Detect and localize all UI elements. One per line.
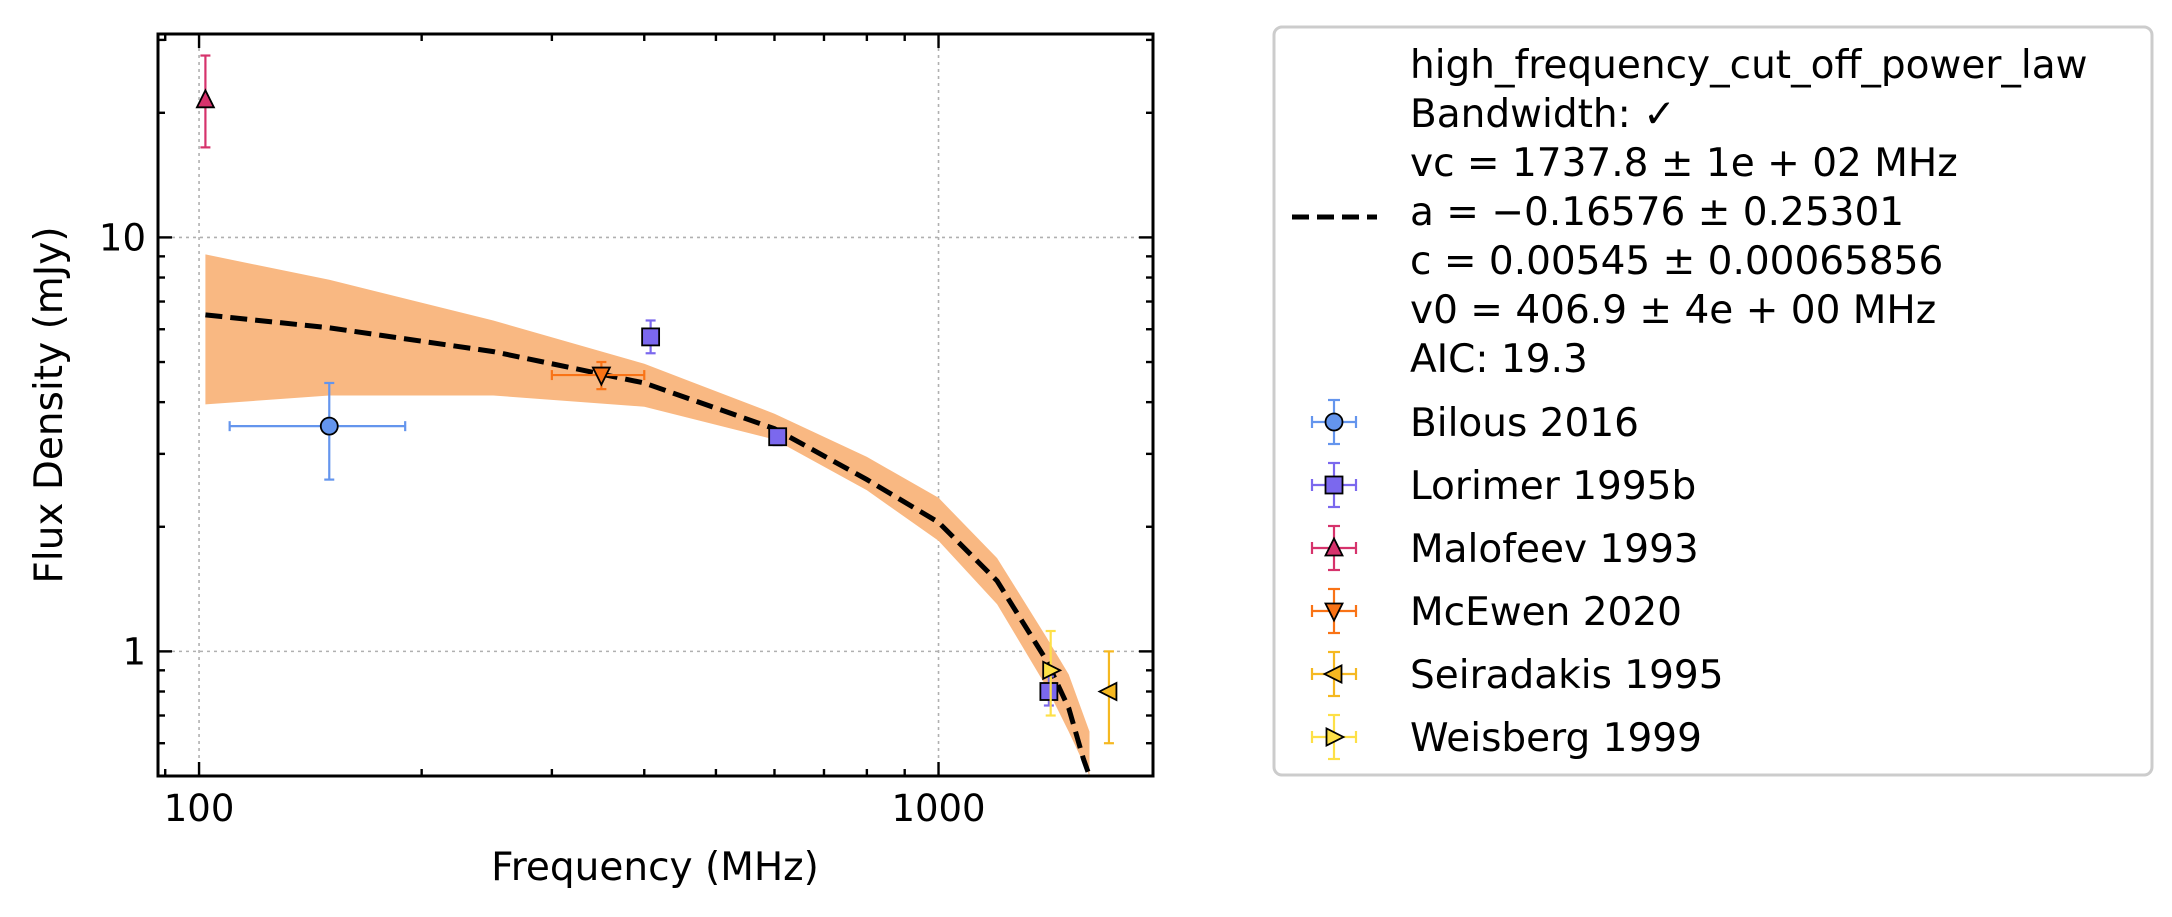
y-tick-label-1: 1 <box>122 630 146 673</box>
legend-lorimer-1995b-marker <box>1324 475 1344 495</box>
legend-markers <box>1310 398 1358 761</box>
legend-frame <box>1272 25 2154 777</box>
malofeev-1993-point-0 <box>195 88 216 109</box>
legend-label-malofeev-1993: Malofeev 1993 <box>1410 527 1699 572</box>
legend-label-mcewen-2020: McEwen 2020 <box>1410 590 1682 635</box>
grid-lines <box>158 34 1153 776</box>
lorimer-1995b-point-1 <box>768 427 788 447</box>
seiradakis-1995-point-0 <box>1097 681 1118 702</box>
legend-label-lorimer-1995b: Lorimer 1995b <box>1410 464 1696 509</box>
fit-line <box>205 312 1092 777</box>
plot-frame <box>156 32 1155 778</box>
bilous-2016-point-0 <box>319 416 339 436</box>
axis-ticks <box>158 34 1153 776</box>
fit-confidence-band <box>205 254 1090 776</box>
legend-fit-vc: vc = 1737.8 ± 1e + 02 MHz <box>1410 141 1958 186</box>
legend-label-seiradakis-1995: Seiradakis 1995 <box>1410 653 1724 698</box>
legend-fit-bandwidth: Bandwidth: ✓ <box>1410 92 1676 137</box>
legend-fit-model: high_frequency_cut_off_power_law <box>1410 43 2088 88</box>
y-axis-label: Flux Density (mJy) <box>27 226 72 583</box>
legend-fit-c: c = 0.00545 ± 0.00065856 <box>1410 239 1943 284</box>
lorimer-1995b-point-2 <box>1039 682 1059 701</box>
fit-band-area <box>205 254 1090 776</box>
legend-fit-v0: v0 = 406.9 ± 4e + 00 MHz <box>1410 288 1936 333</box>
mcewen-2020-point-0 <box>591 366 612 387</box>
legend-fit-a: a = −0.16576 ± 0.25301 <box>1410 190 1904 235</box>
legend-malofeev-1993-marker <box>1324 536 1344 557</box>
legend-label-weisberg-1999: Weisberg 1999 <box>1410 716 1702 761</box>
x-tick-label-100: 100 <box>164 787 235 830</box>
legend-bilous-2016-marker <box>1324 412 1344 432</box>
x-tick-label-1000: 1000 <box>891 787 985 830</box>
legend-weisberg-1999-marker <box>1325 727 1346 747</box>
x-axis-label: Frequency (MHz) <box>491 845 819 890</box>
legend-fit-aic: AIC: 19.3 <box>1410 337 1588 382</box>
fit-line-layer <box>205 312 1092 777</box>
legend-mcewen-2020-marker <box>1324 602 1344 623</box>
y-tick-label-10: 10 <box>99 216 146 259</box>
legend-label-bilous-2016: Bilous 2016 <box>1410 401 1639 446</box>
lorimer-1995b-point-0 <box>641 327 661 347</box>
weisberg-1999-point-0 <box>1042 660 1063 681</box>
legend: high_frequency_cut_off_power_law Bandwid… <box>1272 25 2154 777</box>
legend-seiradakis-1995-marker <box>1322 664 1343 684</box>
data-points <box>195 54 1118 745</box>
